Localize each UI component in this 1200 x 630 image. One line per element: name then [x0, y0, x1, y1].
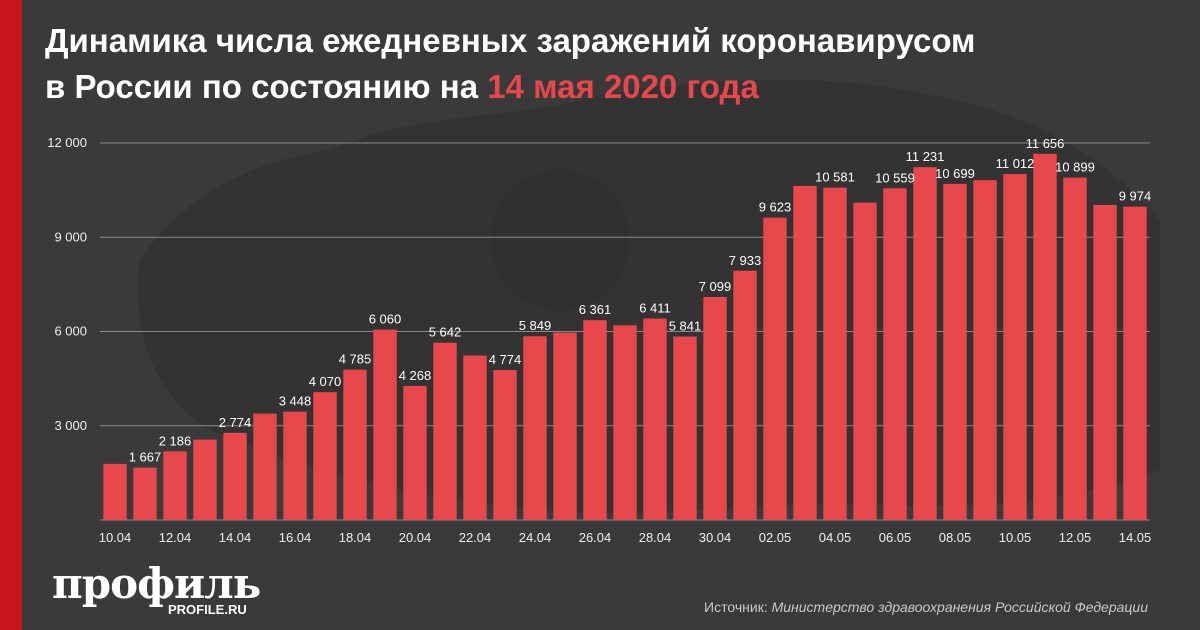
bars — [103, 153, 1147, 521]
x-tick-label: 08.05 — [939, 530, 972, 545]
bar — [523, 336, 547, 520]
chart-title: Динамика числа ежедневных заражений коро… — [45, 18, 1165, 110]
title-line-2-prefix: в России по состоянию на — [45, 68, 488, 105]
source-text: Министерство здравоохранения Российской … — [771, 599, 1148, 615]
data-label: 6 060 — [369, 312, 402, 327]
bar — [613, 325, 637, 520]
y-tick-label: 9 000 — [54, 229, 87, 244]
y-tick-label: 12 000 — [47, 135, 87, 150]
data-label: 9 623 — [759, 200, 792, 215]
x-tick-label: 10.04 — [99, 530, 132, 545]
source-note: Источник: Министерство здравоохранения Р… — [704, 599, 1148, 615]
data-label: 4 268 — [399, 368, 432, 383]
virus-illustration — [490, 170, 630, 310]
x-tick-label: 26.04 — [579, 530, 612, 545]
bar — [1123, 206, 1147, 521]
data-labels: 1 667 2 186 2 774 3 448 4 070 4 785 6 060 4 268… — [129, 136, 1152, 465]
bar — [163, 451, 187, 520]
bar — [403, 385, 427, 520]
bar — [553, 332, 577, 520]
x-tick-label: 30.04 — [699, 530, 732, 545]
data-label: 2 774 — [219, 415, 252, 430]
data-label: 1 667 — [129, 450, 162, 465]
data-label: 11 656 — [1026, 136, 1065, 151]
bar — [703, 296, 727, 520]
title-line-2: в России по состоянию на 14 мая 2020 год… — [45, 64, 1165, 110]
x-tick-label: 18.04 — [339, 530, 372, 545]
bar — [223, 432, 247, 520]
data-label: 10 581 — [815, 170, 855, 185]
data-label: 4 785 — [339, 352, 372, 367]
data-label: 7 099 — [699, 279, 732, 294]
x-tick-label: 14.05 — [1119, 530, 1152, 545]
bar — [883, 188, 907, 520]
y-tick-label: 3 000 — [54, 418, 87, 433]
bar — [283, 411, 307, 520]
bar — [373, 329, 397, 520]
source-prefix: Источник: — [704, 599, 772, 615]
bar — [673, 336, 697, 520]
profil-logo: профиль — [52, 559, 261, 608]
bar — [103, 463, 127, 520]
x-tick-label: 10.05 — [999, 530, 1032, 545]
bar — [823, 187, 847, 520]
x-tick-label: 24.04 — [519, 530, 552, 545]
bar — [1033, 153, 1057, 521]
bar — [943, 183, 967, 520]
bar — [763, 217, 787, 520]
bar — [493, 370, 517, 520]
data-label: 5 841 — [669, 318, 702, 333]
title-date-highlight: 14 мая 2020 года — [487, 68, 759, 105]
x-tick-label: 22.04 — [459, 530, 492, 545]
bar — [733, 270, 757, 520]
bar — [1003, 174, 1027, 520]
profile-ru-site: PROFILE.RU — [168, 602, 247, 617]
bar — [463, 355, 487, 520]
data-label: 4 774 — [489, 352, 522, 367]
x-tick-label: 16.04 — [279, 530, 312, 545]
data-label: 11 231 — [906, 149, 945, 164]
x-tick-label: 04.05 — [819, 530, 852, 545]
x-axis: 10.04 12.04 14.04 16.04 18.04 20.04 22.04 24.04… — [99, 530, 1152, 545]
data-label: 7 933 — [729, 253, 762, 268]
bar — [193, 439, 217, 520]
x-tick-label: 28.04 — [639, 530, 672, 545]
bar — [583, 320, 607, 520]
data-label: 5 642 — [429, 325, 462, 340]
bar — [133, 467, 157, 520]
x-tick-label: 20.04 — [399, 530, 432, 545]
bar — [433, 342, 457, 520]
x-tick-label: 12.05 — [1059, 530, 1092, 545]
data-label: 9 974 — [1119, 189, 1152, 204]
bar — [853, 202, 877, 520]
bar — [643, 318, 667, 520]
y-tick-label: 6 000 — [54, 324, 87, 339]
data-label: 10 699 — [935, 166, 975, 181]
x-tick-label: 06.05 — [879, 530, 912, 545]
data-label: 3 448 — [279, 394, 312, 409]
bar — [1093, 204, 1117, 520]
bar — [1063, 177, 1087, 520]
bar — [973, 180, 997, 520]
y-axis: 3 000 6 000 9 000 12 000 — [47, 135, 87, 433]
data-label: 6 361 — [579, 302, 612, 317]
data-label: 10 899 — [1055, 160, 1095, 175]
data-label: 11 012 — [996, 156, 1035, 171]
x-tick-label: 02.05 — [759, 530, 792, 545]
bar — [343, 369, 367, 520]
accent-bar — [0, 0, 22, 630]
data-label: 6 411 — [639, 301, 671, 316]
bar — [313, 392, 337, 520]
data-label: 2 186 — [159, 433, 192, 448]
data-label: 10 559 — [875, 170, 915, 185]
title-line-1: Динамика числа ежедневных заражений коро… — [45, 22, 976, 59]
bar — [253, 413, 277, 520]
data-label: 5 849 — [519, 318, 552, 333]
bar — [913, 167, 937, 520]
bar — [793, 185, 817, 520]
data-label: 4 070 — [309, 374, 342, 389]
x-tick-label: 14.04 — [219, 530, 252, 545]
x-tick-label: 12.04 — [159, 530, 192, 545]
